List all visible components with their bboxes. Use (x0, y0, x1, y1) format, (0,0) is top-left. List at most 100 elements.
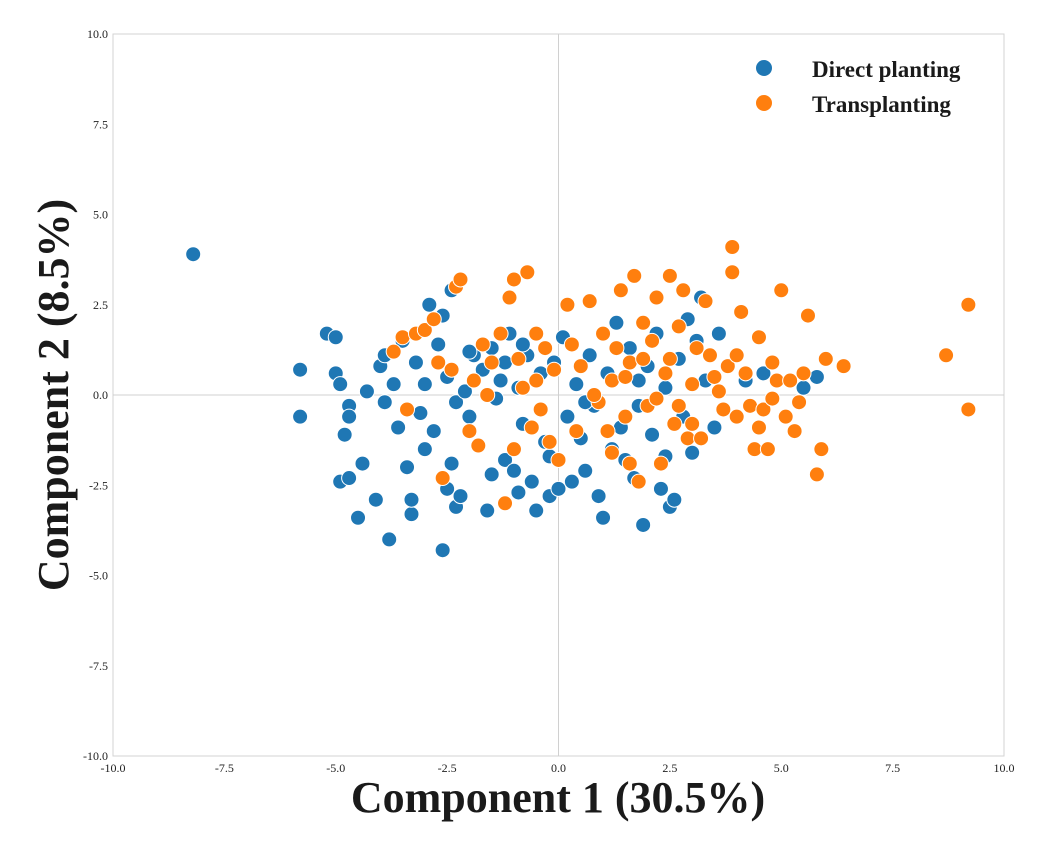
data-point (523, 419, 540, 436)
data-point (528, 372, 545, 389)
y-axis-title: Component 2 (8.5%) (29, 199, 78, 591)
data-point (652, 480, 669, 497)
data-point (559, 296, 576, 313)
y-tick-label: 2.5 (93, 298, 108, 312)
data-point (684, 376, 701, 393)
legend-label-direct-planting: Direct planting (812, 57, 961, 82)
data-point (626, 267, 643, 284)
data-point (358, 383, 375, 400)
data-point (724, 264, 741, 281)
data-point (938, 347, 955, 364)
data-point (599, 423, 616, 440)
data-point (332, 376, 349, 393)
data-point (635, 314, 652, 331)
data-point (510, 350, 527, 367)
data-point (505, 271, 522, 288)
y-tick-label: 7.5 (93, 117, 108, 131)
data-point (505, 441, 522, 458)
data-point (706, 368, 723, 385)
data-point (644, 332, 661, 349)
data-point (185, 246, 202, 263)
x-tick-label: 0.0 (551, 761, 566, 775)
data-point (795, 365, 812, 382)
data-point (621, 340, 638, 357)
data-point (768, 372, 785, 389)
data-point (416, 441, 433, 458)
data-point (795, 379, 812, 396)
data-point (399, 459, 416, 476)
data-point (465, 372, 482, 389)
data-point (648, 289, 665, 306)
data-point (350, 509, 367, 526)
x-tick-label: 7.5 (885, 761, 900, 775)
data-point (421, 296, 438, 313)
data-point (652, 455, 669, 472)
data-point (461, 423, 478, 440)
data-point (688, 340, 705, 357)
data-point (341, 470, 358, 487)
series-transplanting (385, 238, 977, 512)
data-point (603, 372, 620, 389)
legend-marker-transplanting (756, 95, 772, 111)
data-point (532, 401, 549, 418)
data-point (960, 296, 977, 313)
data-point (461, 408, 478, 425)
data-point (537, 340, 554, 357)
x-axis-title: Component 1 (30.5%) (351, 773, 765, 822)
data-point (808, 368, 825, 385)
data-point (617, 408, 634, 425)
data-point (514, 336, 531, 353)
data-point (960, 401, 977, 418)
data-point (621, 455, 638, 472)
data-point (474, 336, 491, 353)
data-point (590, 488, 607, 505)
data-point (666, 415, 683, 432)
data-point (550, 451, 567, 468)
data-point (434, 542, 451, 559)
data-point (706, 419, 723, 436)
data-point (635, 516, 652, 533)
data-point (670, 397, 687, 414)
data-point (483, 354, 500, 371)
data-point (479, 387, 496, 403)
data-point (394, 329, 411, 346)
y-tick-label: 5.0 (93, 208, 108, 222)
data-point (327, 329, 344, 346)
data-point (710, 383, 727, 400)
data-point (621, 354, 638, 371)
data-point (710, 325, 727, 342)
y-tick-label: -7.5 (89, 659, 108, 673)
data-point (385, 376, 402, 393)
data-point (791, 394, 808, 411)
data-point (541, 433, 558, 450)
data-point (764, 354, 781, 371)
data-point (563, 473, 580, 490)
data-point (603, 444, 620, 461)
data-point (799, 307, 816, 324)
data-point (608, 340, 625, 357)
data-point (724, 238, 741, 255)
data-point (617, 368, 634, 385)
data-point (483, 466, 500, 483)
data-point (407, 354, 424, 371)
data-point (715, 401, 732, 418)
data-point (425, 423, 442, 440)
data-point (630, 372, 647, 389)
data-point (376, 394, 393, 411)
data-point (497, 495, 514, 512)
y-tick-label: -10.0 (83, 749, 108, 763)
x-tick-label: -10.0 (101, 761, 126, 775)
data-point (568, 376, 585, 393)
data-point (581, 293, 598, 310)
data-point (808, 466, 825, 483)
data-point (670, 318, 687, 335)
data-point (755, 401, 772, 418)
data-point (644, 426, 661, 443)
x-tick-label: -2.5 (438, 761, 457, 775)
data-point (412, 405, 429, 422)
data-point (661, 267, 678, 284)
data-point (519, 264, 536, 281)
data-point (786, 423, 803, 440)
data-point (764, 390, 781, 407)
data-point (523, 473, 540, 490)
